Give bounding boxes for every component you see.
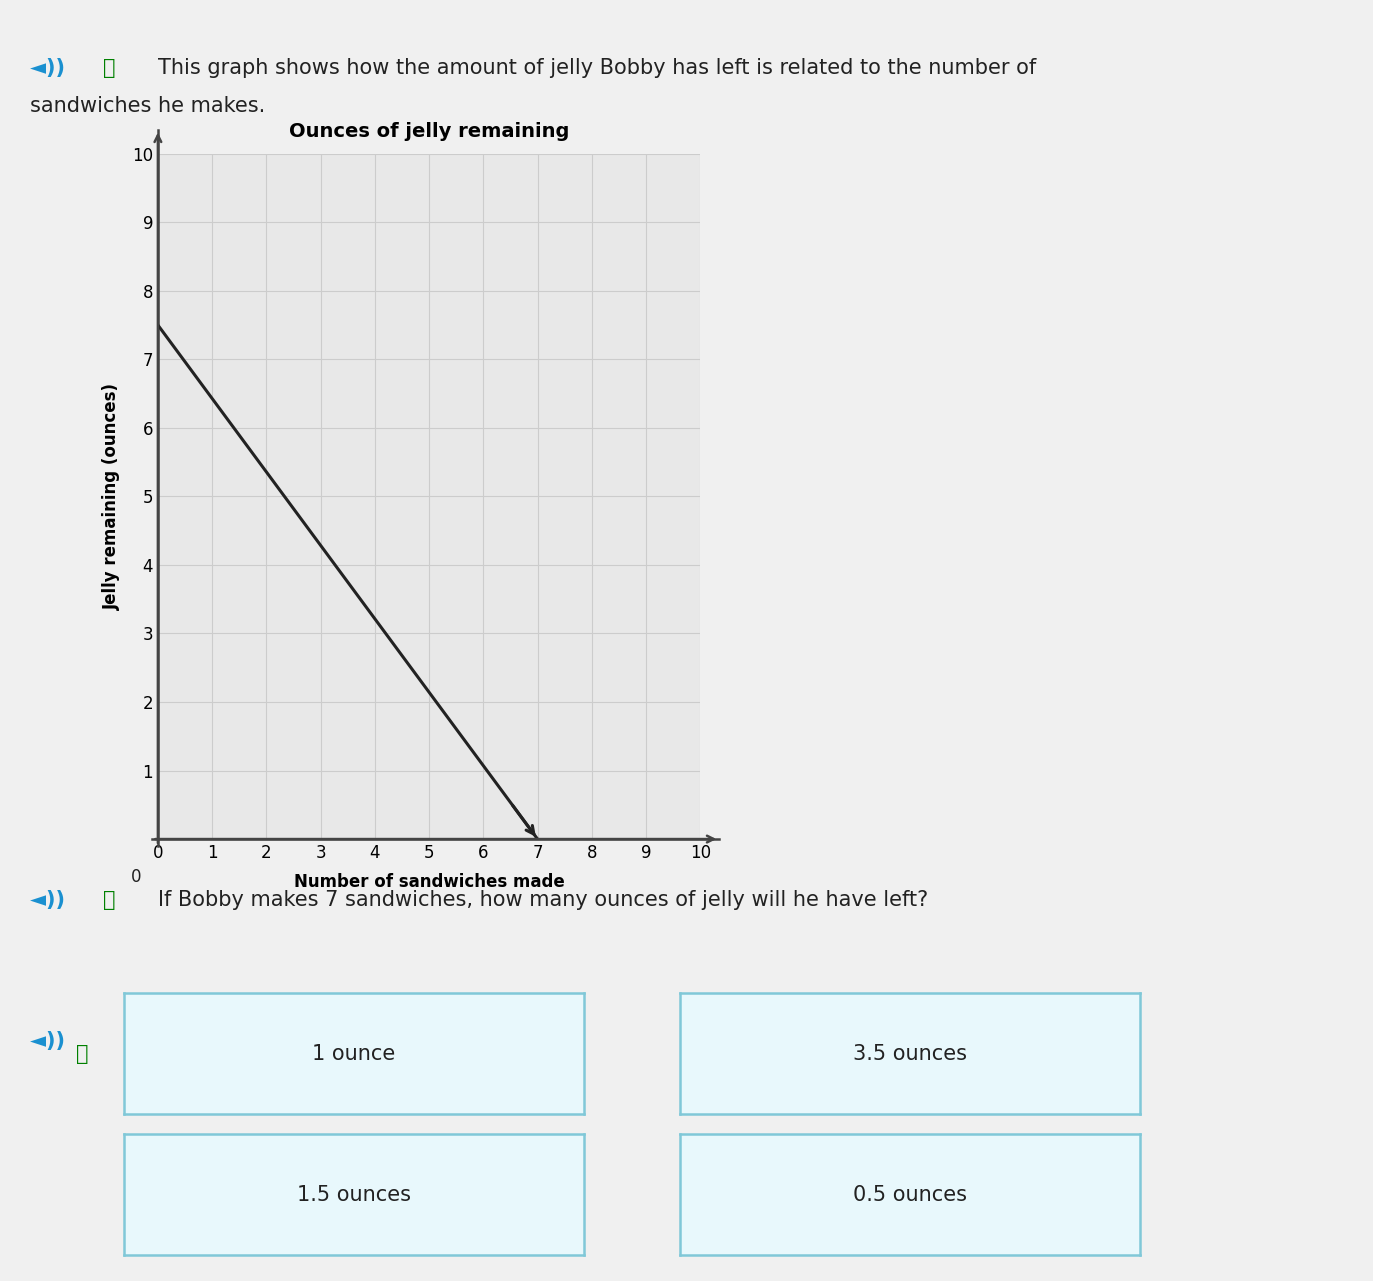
Text: 🔤: 🔤 (103, 58, 115, 78)
Text: ◄)): ◄)) (30, 890, 73, 911)
Text: 0: 0 (130, 867, 141, 885)
X-axis label: Number of sandwiches made: Number of sandwiches made (294, 874, 564, 892)
Text: ◄)): ◄)) (30, 58, 73, 78)
Text: 1.5 ounces: 1.5 ounces (297, 1185, 411, 1204)
Text: 🔤: 🔤 (103, 890, 115, 911)
Text: This graph shows how the amount of jelly Bobby has left is related to the number: This graph shows how the amount of jelly… (158, 58, 1037, 78)
Text: 🔤: 🔤 (76, 1044, 88, 1065)
Text: ◄)): ◄)) (30, 1031, 73, 1052)
Text: If Bobby makes 7 sandwiches, how many ounces of jelly will he have left?: If Bobby makes 7 sandwiches, how many ou… (158, 890, 928, 911)
Y-axis label: Jelly remaining (ounces): Jelly remaining (ounces) (103, 383, 121, 610)
Text: 1 ounce: 1 ounce (312, 1044, 395, 1063)
Text: sandwiches he makes.: sandwiches he makes. (30, 96, 265, 117)
Title: Ounces of jelly remaining: Ounces of jelly remaining (288, 122, 570, 141)
Text: 0.5 ounces: 0.5 ounces (853, 1185, 967, 1204)
Text: 3.5 ounces: 3.5 ounces (853, 1044, 967, 1063)
